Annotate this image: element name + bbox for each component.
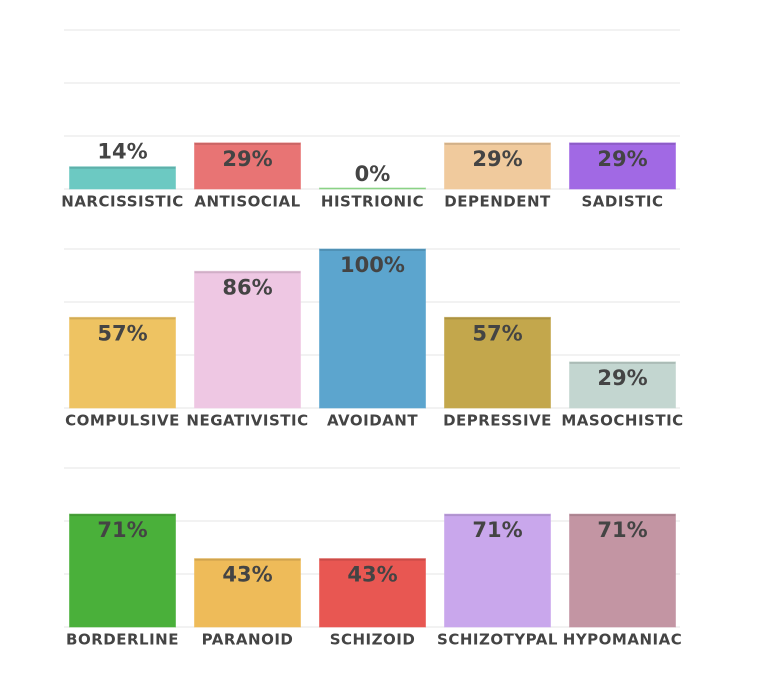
bar <box>569 142 676 190</box>
value-label: 57% <box>472 321 522 345</box>
value-label: 100% <box>340 253 405 277</box>
x-tick-label: MASOCHISTIC <box>561 412 683 430</box>
bar <box>569 513 676 628</box>
x-tick-label: ANTISOCIAL <box>194 193 300 211</box>
bar-highlight <box>194 271 301 274</box>
bar <box>194 270 301 409</box>
value-label: 43% <box>347 563 397 587</box>
x-tick-label: HYPOMANIAC <box>563 631 682 649</box>
value-label: 43% <box>222 563 272 587</box>
value-label: 29% <box>222 147 272 171</box>
bar-highlight <box>444 514 551 517</box>
x-tick-label: BORDERLINE <box>66 631 179 649</box>
bar-highlight <box>69 514 176 517</box>
value-label: 71% <box>97 518 147 542</box>
value-label: 57% <box>97 321 147 345</box>
value-label: 86% <box>222 275 272 299</box>
bar <box>69 316 176 409</box>
bar <box>444 513 551 628</box>
x-tick-label: PARANOID <box>202 631 294 649</box>
x-tick-label: SCHIZOID <box>330 631 416 649</box>
x-tick-label: NEGATIVISTIC <box>186 412 308 430</box>
bar <box>444 316 551 409</box>
x-tick-label: SADISTIC <box>581 193 663 211</box>
bar <box>319 187 426 190</box>
value-label: 29% <box>472 147 522 171</box>
bar-highlight <box>69 317 176 320</box>
bar <box>319 558 426 628</box>
value-label: 71% <box>472 518 522 542</box>
bar-highlight <box>569 514 676 517</box>
value-label: 14% <box>97 140 147 164</box>
value-label: 29% <box>597 147 647 171</box>
x-tick-label: DEPENDENT <box>444 193 551 211</box>
bar-highlight <box>569 142 676 145</box>
bar-highlight <box>194 142 301 145</box>
bar <box>194 142 301 190</box>
bar-highlight <box>569 361 676 364</box>
x-tick-label: AVOIDANT <box>327 412 418 430</box>
bar-highlight <box>444 142 551 145</box>
bar <box>69 166 176 190</box>
x-tick-label: SCHIZOTYPAL <box>437 631 558 649</box>
bar-highlight <box>444 317 551 320</box>
value-label: 0% <box>355 162 391 186</box>
bar <box>319 248 426 409</box>
x-tick-label: HISTRIONIC <box>321 193 424 211</box>
bar-highlight <box>319 558 426 561</box>
bar <box>194 558 301 628</box>
x-tick-label: NARCISSISTIC <box>61 193 183 211</box>
x-tick-label: COMPULSIVE <box>65 412 180 430</box>
value-label: 71% <box>597 518 647 542</box>
bar-highlight <box>319 249 426 251</box>
bar-highlight <box>69 166 176 169</box>
bar <box>569 361 676 409</box>
bar <box>69 513 176 628</box>
bar-highlight <box>194 558 301 561</box>
value-label: 29% <box>597 366 647 390</box>
x-tick-label: DEPRESSIVE <box>443 412 552 430</box>
bar <box>444 142 551 190</box>
